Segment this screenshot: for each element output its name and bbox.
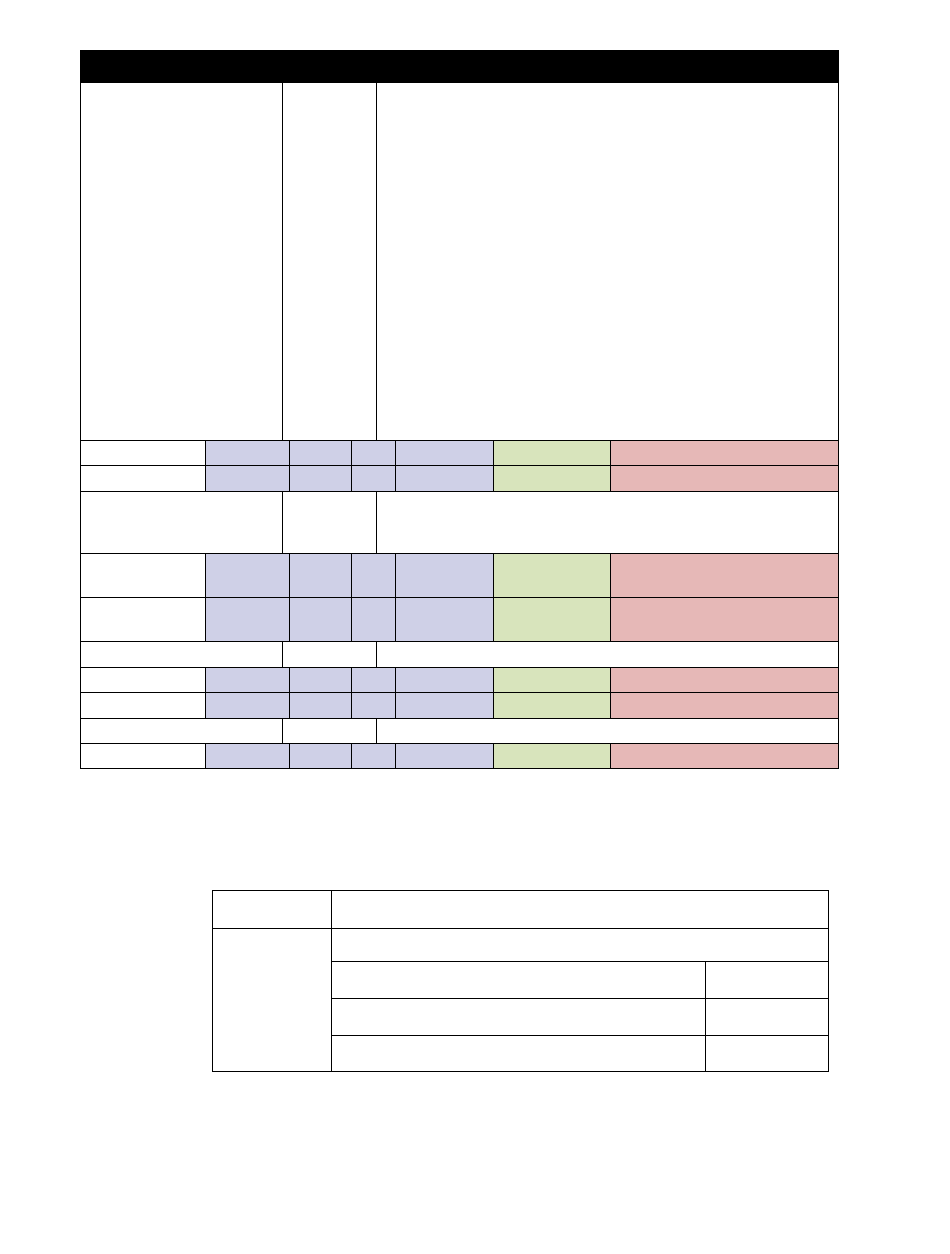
table-cell	[80, 743, 206, 769]
table-cell	[331, 928, 829, 962]
table-cell	[610, 597, 839, 642]
table-cell	[289, 597, 352, 642]
table-cell	[376, 641, 839, 668]
table-cell	[212, 890, 332, 929]
table-cell	[80, 440, 206, 466]
table-cell	[395, 440, 494, 466]
table-cell	[289, 440, 352, 466]
table-header	[80, 50, 839, 83]
table-cell	[351, 597, 396, 642]
table-cell	[493, 553, 611, 598]
table-cell	[493, 743, 611, 769]
table-cell	[395, 553, 494, 598]
table-cell	[493, 465, 611, 492]
table-cell	[351, 692, 396, 719]
table-cell	[493, 440, 611, 466]
table-cell	[289, 692, 352, 719]
table-cell	[351, 667, 396, 693]
table-cell	[331, 998, 706, 1036]
table-cell	[351, 553, 396, 598]
table-cell	[610, 440, 839, 466]
table-cell	[610, 743, 839, 769]
table-cell	[376, 491, 839, 554]
table-cell	[705, 998, 829, 1036]
table-cell	[80, 491, 283, 554]
table-cell	[395, 692, 494, 719]
table-cell	[289, 743, 352, 769]
table-cell	[493, 692, 611, 719]
table-cell	[80, 718, 283, 744]
table-cell	[282, 718, 377, 744]
table-cell	[289, 667, 352, 693]
table-cell	[205, 465, 290, 492]
table-cell	[705, 1035, 829, 1072]
table-cell	[80, 553, 206, 598]
table-cell	[331, 1035, 706, 1072]
table-cell	[351, 465, 396, 492]
table-cell	[205, 553, 290, 598]
table-cell	[376, 82, 839, 441]
table-cell	[282, 82, 377, 441]
table-cell	[331, 890, 829, 929]
table-cell	[205, 597, 290, 642]
table-cell	[395, 597, 494, 642]
table-cell	[289, 465, 352, 492]
table-cell	[493, 597, 611, 642]
table-cell	[80, 692, 206, 719]
table-cell	[205, 692, 290, 719]
table-cell	[376, 718, 839, 744]
table-cell	[610, 465, 839, 492]
table-cell	[205, 667, 290, 693]
table-cell	[610, 692, 839, 719]
table-cell	[395, 743, 494, 769]
table-cell	[80, 597, 206, 642]
table-cell	[80, 667, 206, 693]
table-cell	[80, 82, 283, 441]
table-cell	[395, 667, 494, 693]
table-cell	[289, 553, 352, 598]
table-cell	[331, 961, 706, 999]
table-cell	[80, 641, 283, 668]
table-cell	[395, 465, 494, 492]
table-cell	[282, 491, 377, 554]
table-cell	[205, 440, 290, 466]
table-cell	[282, 641, 377, 668]
table-cell	[493, 667, 611, 693]
table-cell	[705, 961, 829, 999]
table-cell	[212, 928, 332, 1072]
table-cell	[351, 743, 396, 769]
table-cell	[205, 743, 290, 769]
table-cell	[610, 553, 839, 598]
table-cell	[351, 440, 396, 466]
table-cell	[80, 465, 206, 492]
table-cell	[610, 667, 839, 693]
